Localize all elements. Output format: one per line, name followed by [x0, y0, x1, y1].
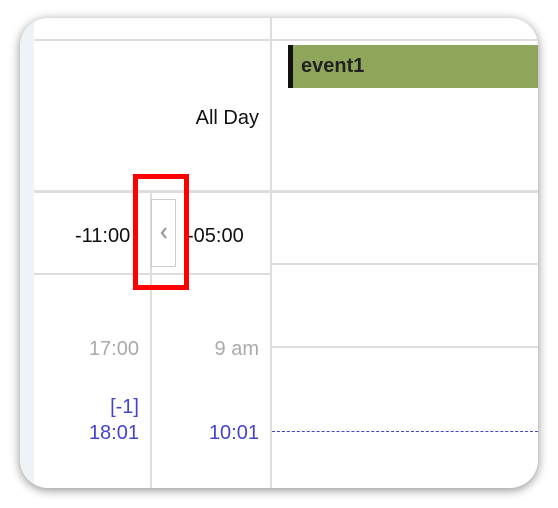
header-divider	[34, 39, 538, 41]
left-gutter	[20, 18, 34, 488]
now-indicator-line	[272, 431, 538, 432]
highlight-box	[133, 174, 189, 290]
hour-label-right: 9 am	[214, 338, 259, 360]
calendar-view: event1 All Day -11:00 -05:00 17:00 9 am …	[20, 18, 538, 488]
event-block[interactable]: event1	[288, 45, 538, 88]
axis-divider	[270, 18, 272, 488]
timezone-header-divider	[34, 273, 272, 275]
allday-bottom-divider	[34, 190, 538, 193]
now-offset-label: [-1]	[110, 396, 139, 418]
collapse-timezone-button[interactable]	[151, 199, 176, 267]
day-row-divider	[272, 263, 538, 265]
now-time-right: 10:01	[208, 422, 259, 444]
timezone-left-label: -11:00	[75, 225, 131, 247]
timezone-column-divider	[150, 193, 152, 488]
all-day-label: All Day	[195, 107, 259, 129]
timezone-right-label: -05:00	[187, 225, 244, 247]
now-time-left: 18:01	[88, 422, 139, 444]
hour-label-left: 17:00	[88, 338, 139, 360]
hour-divider	[272, 346, 538, 348]
event-title: event1	[301, 55, 365, 77]
chevron-left-icon	[160, 227, 167, 239]
